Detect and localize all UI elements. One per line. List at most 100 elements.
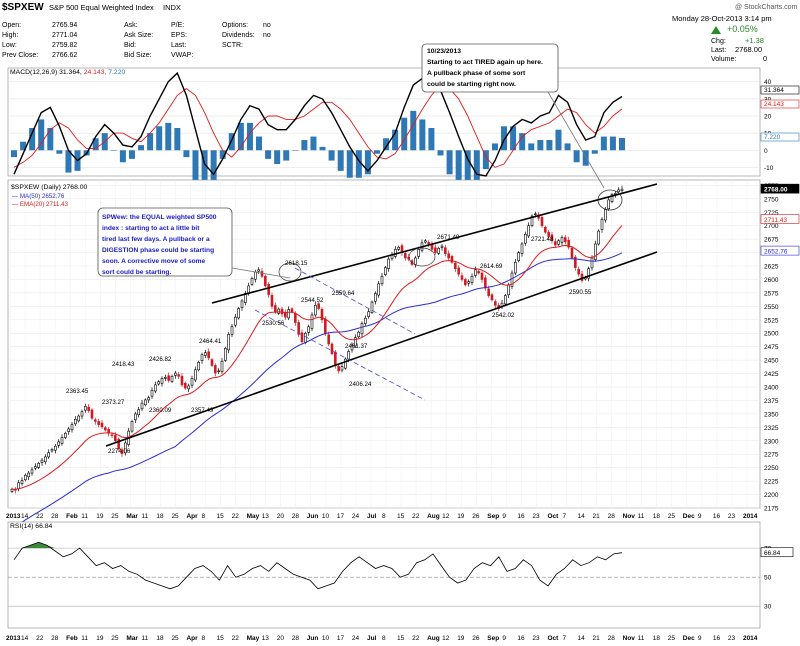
price-x-label-21: 10 [322, 513, 330, 520]
rsi-x-label-4: Feb [66, 635, 78, 642]
rsi-x-label-22: 17 [337, 635, 345, 642]
quote-value-3: 2766.62 [52, 52, 77, 59]
price-candle-body [64, 432, 67, 438]
rsi-x-label-21: 10 [322, 635, 330, 642]
price-candle-body [94, 419, 97, 422]
price-candle-body [534, 213, 537, 215]
price-candle-body [77, 415, 80, 422]
macd-histogram-bar [501, 126, 508, 151]
price-candle-body [544, 227, 547, 233]
quote-label-3: Prev Close: [2, 52, 38, 59]
price-x-label-37: 7 [562, 513, 566, 520]
price-candle-body [324, 318, 327, 334]
price-candle-body [280, 308, 284, 315]
price-candle-body [150, 389, 154, 397]
price-candle-body [284, 311, 287, 318]
macd-histogram-bar [428, 128, 435, 151]
rsi-x-axis: 2013 14 22 28 Feb 11 19 25 Mar 11 18 25 Apr 8 15 22 May 1… [6, 635, 758, 642]
price-candle-body [427, 242, 430, 245]
macd-histogram-bar [328, 150, 335, 161]
macd-histogram-bar [92, 138, 99, 151]
price-candle-body [484, 277, 487, 289]
price-candle-body [490, 294, 494, 301]
volume-value: 0 [763, 54, 767, 63]
brand-logo: @ StockCharts.com [735, 4, 798, 11]
price-event-label: 2426.82 [149, 356, 172, 363]
macd-title-signal: 24.143, [84, 69, 109, 76]
macd-histogram-bar [119, 150, 126, 163]
price-candle-body [404, 253, 407, 259]
ema20-line [11, 225, 623, 490]
macd-right-label-box-2 [760, 132, 800, 142]
price-x-label-18: 20 [277, 513, 285, 520]
annotation-left-box: SPWew: the EQUAL weighted SP500 index : … [97, 207, 291, 279]
macd-histogram-bar [555, 129, 562, 151]
volume-label: Volume: [711, 56, 736, 63]
macd-histogram-bar [274, 150, 281, 164]
price-candle-body [220, 360, 224, 372]
price-candle-body [170, 375, 174, 382]
price-event-label: 2406.24 [349, 381, 372, 388]
price-candle-body [524, 234, 527, 244]
price-candle-body [274, 305, 277, 313]
price-candle-body [250, 278, 254, 285]
price-candle-body [394, 249, 397, 257]
macd-histogram-bar [373, 150, 380, 154]
price-tick-9: 2550 [764, 304, 779, 311]
rsi-x-label-17: 13 [262, 635, 270, 642]
price-event-label: 2464.41 [199, 338, 222, 345]
price-candle-body [320, 309, 324, 321]
quote-value-0: 2765.94 [52, 22, 77, 29]
price-candle-body [210, 359, 214, 366]
rsi-x-label-14: 15 [217, 635, 225, 642]
price-candle-body [424, 240, 427, 243]
rsi-tick-2: 30 [764, 604, 772, 611]
price-candle-body [590, 257, 594, 269]
macd-histogram-bar [446, 150, 453, 175]
price-x-label-38: 14 [578, 513, 586, 520]
price-candle-body [474, 269, 477, 276]
price-candle-body [414, 257, 417, 265]
price-candle-body [167, 375, 170, 381]
price-candle-body [607, 199, 610, 210]
price-x-label-10: 18 [156, 513, 164, 520]
rsi-x-label-31: 26 [472, 635, 480, 642]
price-tick-7: 2600 [764, 277, 779, 284]
macd-histogram-bar [619, 137, 625, 151]
quote-col4-value-0: no [263, 22, 271, 29]
price-candle-body [330, 343, 334, 354]
rsi-x-label-41: Nov [623, 635, 636, 642]
price-candle-body [327, 334, 330, 345]
price-x-label-30: 19 [457, 513, 465, 520]
legend-ema20: — EMA(20) 2711.43 [12, 201, 69, 208]
rsi-x-label-48: 23 [728, 635, 736, 642]
price-candle-body [527, 225, 530, 237]
price-x-label-41: Nov [623, 513, 636, 520]
macd-signal-line [13, 84, 623, 168]
price-candle-body [154, 384, 157, 392]
price-candle-body [264, 275, 267, 287]
macd-histogram-bar [29, 128, 36, 151]
price-candle-body [530, 215, 534, 227]
chart-symbol: $SPXEW [2, 2, 44, 13]
price-event-label: 2418.43 [112, 361, 135, 368]
annotation-left-line-4: DIGESTION phase could be starting [102, 247, 214, 254]
price-x-label-32: Sep [487, 513, 499, 520]
price-candle-body [137, 409, 140, 416]
macd-histogram-bar [192, 150, 199, 185]
macd-histogram-bar [337, 150, 344, 171]
price-tick-13: 2450 [764, 358, 779, 365]
price-candle-body [227, 334, 230, 351]
price-candle-body [240, 300, 244, 309]
price-x-label-24: Jul [367, 513, 377, 520]
price-x-label-35: 23 [532, 513, 540, 520]
price-candle-body [254, 271, 257, 280]
price-tick-2: 2725 [764, 210, 779, 217]
quote-col2-label-2: Bid: [124, 42, 136, 49]
price-tick-3: 2700 [764, 223, 779, 230]
price-candle-body [10, 488, 14, 492]
quote-col4-value-1: no [263, 32, 271, 39]
quote-col4-label-1: Dividends: [222, 32, 255, 39]
price-candle-body [157, 381, 160, 385]
price-candle-body [67, 428, 70, 432]
